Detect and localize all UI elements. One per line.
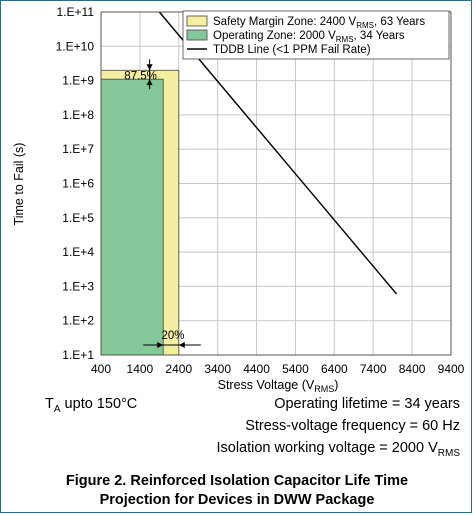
annotation-87-5-percent: 87.5% <box>124 70 157 82</box>
arrowhead <box>146 64 153 71</box>
chart-annotations: 87.5% 20% <box>124 59 201 348</box>
lifetime-note: Operating lifetime = 34 years <box>274 396 460 412</box>
y-tick-label: 1.E+2 <box>62 314 94 328</box>
y-axis-label: Time to Fail (s) <box>12 143 26 226</box>
x-tick-label: 5400 <box>282 362 309 376</box>
figure-caption-line2: Projection for Devices in DWW Package <box>99 492 375 508</box>
y-tick-label: 1.E+10 <box>56 39 95 53</box>
x-tick-label: 400 <box>91 362 111 376</box>
chart-zones <box>100 69 180 356</box>
chart-ticks: 400 1400 2400 3400 4400 5400 6400 7400 8400 9400 1… <box>56 5 465 376</box>
y-tick-label: 1.E+8 <box>62 108 94 122</box>
arrowhead <box>178 342 185 348</box>
x-tick-label: 3400 <box>204 362 231 376</box>
arrowhead <box>146 79 153 86</box>
y-tick-label: 1.E+6 <box>62 177 94 191</box>
x-tick-label: 9400 <box>438 362 465 376</box>
x-tick-label: 4400 <box>243 362 270 376</box>
legend-entry: Operating Zone: 2000 VRMS, 34 Years <box>213 30 405 44</box>
y-tick-label: 1.E+4 <box>62 245 94 259</box>
temperature-note: TA upto 150°C <box>45 396 138 415</box>
frequency-note: Stress-voltage frequency = 60 Hz <box>245 418 460 434</box>
isolation-note: Isolation working voltage = 2000 VRMS <box>216 440 460 459</box>
legend-swatch <box>186 15 208 27</box>
operating-zone <box>100 78 164 356</box>
y-tick-label: 1.E+3 <box>62 279 94 293</box>
figure-caption-line1: Figure 2. Reinforced Isolation Capacitor… <box>65 473 409 489</box>
life-time-chart: 400 1400 2400 3400 4400 5400 6400 7400 8400 9400 1… <box>12 5 465 394</box>
y-tick-label: 1.E+1 <box>62 348 94 362</box>
x-tick-label: 8400 <box>399 362 426 376</box>
y-tick-label: 1.E+11 <box>57 5 95 19</box>
legend-entry: TDDB Line (<1 PPM Fail Rate) <box>213 44 371 56</box>
x-axis-label: Stress Voltage (VRMS) <box>218 378 339 394</box>
legend-swatch <box>186 29 208 41</box>
y-tick-label: 1.E+7 <box>62 142 94 156</box>
legend-entry: Safety Margin Zone: 2400 VRMS, 63 Years <box>213 16 425 30</box>
x-tick-label: 2400 <box>165 362 192 376</box>
y-tick-label: 1.E+9 <box>62 74 94 88</box>
y-tick-label: 1.E+5 <box>62 211 94 225</box>
x-tick-label: 7400 <box>360 362 387 376</box>
x-tick-label: 6400 <box>321 362 348 376</box>
arrowhead <box>157 342 164 348</box>
chart-legend: Safety Margin Zone: 2400 VRMS, 63 YearsO… <box>182 10 450 60</box>
annotation-20-percent: 20% <box>161 330 184 342</box>
x-tick-label: 1400 <box>127 362 154 376</box>
legend-box <box>182 10 450 60</box>
